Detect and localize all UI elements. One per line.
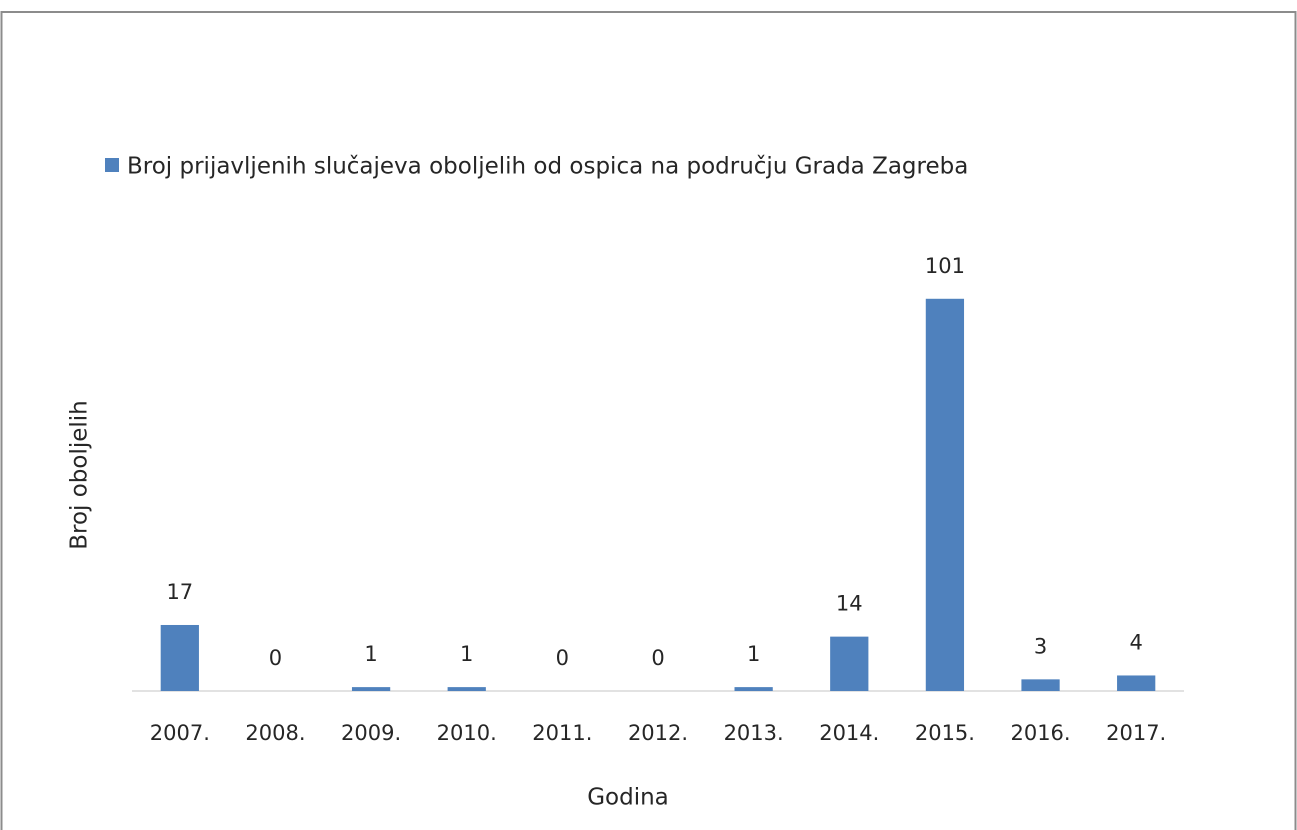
x-tick-label: 2010. [437, 721, 497, 745]
bar [1021, 679, 1060, 691]
x-tick-label: 2011. [532, 721, 592, 745]
data-label: 1 [364, 642, 377, 666]
bar [447, 687, 486, 691]
bar [734, 687, 773, 691]
x-tick-label: 2007. [150, 721, 210, 745]
data-label: 0 [556, 646, 569, 670]
data-label: 3 [1034, 634, 1047, 658]
legend-label: Broj prijavljenih slučajeva oboljelih od… [127, 154, 968, 180]
x-tick-label: 2012. [628, 721, 688, 745]
data-label: 0 [651, 646, 664, 670]
x-tick-label: 2016. [1010, 721, 1070, 745]
data-label: 101 [925, 254, 965, 278]
bar [160, 624, 199, 691]
data-label: 14 [836, 592, 863, 616]
data-label: 0 [269, 646, 282, 670]
bar [351, 687, 391, 691]
y-axis-title: Broj oboljelih [67, 400, 93, 550]
x-tick-label: 2014. [819, 721, 879, 745]
data-label: 1 [460, 642, 473, 666]
x-tick-label: 2008. [245, 721, 305, 745]
bar [830, 636, 869, 691]
x-tick-label: 2015. [915, 721, 975, 745]
x-tick-label: 2017. [1106, 721, 1166, 745]
x-tick-label: 2009. [341, 721, 401, 745]
x-axis-title: Godina [587, 785, 669, 811]
chart-border [0, 11, 1297, 830]
bar [925, 298, 965, 691]
bar [1117, 675, 1156, 691]
x-tick-label: 2013. [724, 721, 784, 745]
data-label: 17 [166, 580, 193, 604]
legend-swatch [105, 158, 119, 172]
data-label: 1 [747, 642, 760, 666]
data-label: 4 [1129, 630, 1142, 654]
